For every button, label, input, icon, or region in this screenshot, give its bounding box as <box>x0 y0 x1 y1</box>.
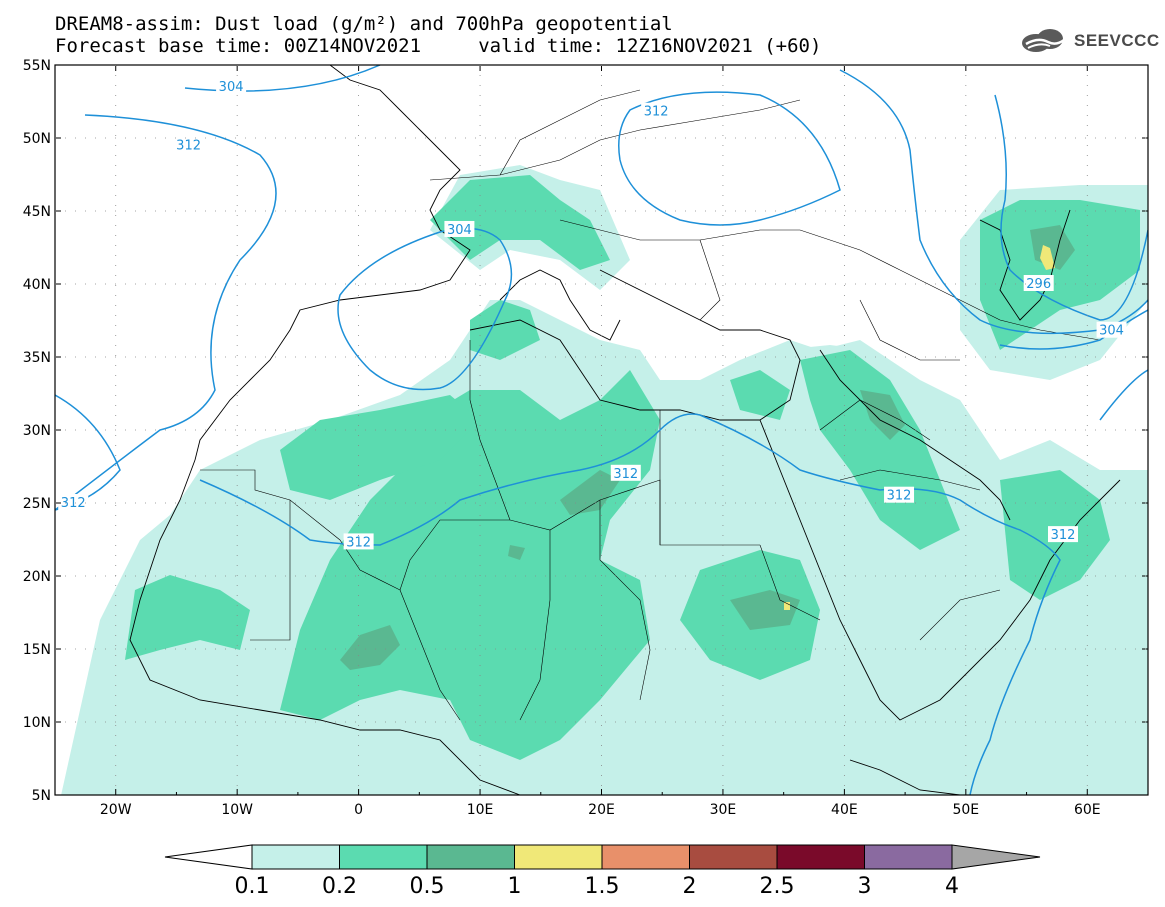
forecast-time-info: Forecast base time: 00Z14NOV2021 valid t… <box>55 35 822 57</box>
colorbar-label: 1 <box>508 874 522 899</box>
contour-label: 312 <box>644 105 669 120</box>
lat-label-20N: 20N <box>23 569 51 585</box>
contour-labels: 304 312 312 304 296 304 312 312 312 312 312 <box>58 77 1127 550</box>
map-area: 304 312 312 304 296 304 312 312 312 312 312 55N 50N… <box>23 58 1149 818</box>
colorbar-label: 4 <box>945 874 959 899</box>
contour-label: 312 <box>887 489 912 504</box>
colorbar-box <box>864 844 953 870</box>
colorbar-box <box>339 844 428 870</box>
contour-label: 296 <box>1026 277 1051 292</box>
contour-label: 304 <box>447 223 472 238</box>
contour-label-bg <box>173 136 204 153</box>
lat-label-50N: 50N <box>23 131 51 147</box>
longitude-labels: 20W 10W 0 10E 20E 30E 40E 50E 60E <box>100 802 1101 818</box>
colorbar-label: 0.5 <box>410 874 445 899</box>
country-borders <box>200 89 1101 721</box>
colorbar-min-arrow <box>164 844 253 870</box>
lon-label-0: 0 <box>354 802 363 818</box>
lon-label-10E: 10E <box>467 802 494 818</box>
contour-label-bg <box>58 494 89 510</box>
lon-label-30E: 30E <box>710 802 737 818</box>
contour-label-bg <box>610 464 641 481</box>
lat-label-55N: 55N <box>23 58 51 74</box>
lon-label-10W: 10W <box>221 802 253 818</box>
lon-label-40E: 40E <box>831 802 858 818</box>
lon-label-20E: 20E <box>588 802 615 818</box>
lat-label-15N: 15N <box>23 642 51 658</box>
colorbar-box <box>689 844 778 870</box>
lon-label-60E: 60E <box>1074 802 1101 818</box>
contour-label-bg <box>1096 321 1127 338</box>
colorbar-max-arrow <box>951 844 1041 870</box>
dust-shading-0-5 <box>340 225 1075 670</box>
contour-label: 312 <box>346 535 371 550</box>
cloud-icon <box>1022 29 1065 52</box>
colorbar-label: 1.5 <box>585 874 620 899</box>
colorbar-label: 2.5 <box>760 874 795 899</box>
lon-label-20W: 20W <box>100 802 132 818</box>
contour-label: 312 <box>1051 528 1076 543</box>
colorbar-boxes <box>251 844 953 870</box>
colorbar-labels: 0.1 0.2 0.5 1 1.5 2 2.5 3 4 <box>235 874 960 899</box>
colorbar-label: 0.2 <box>322 874 357 899</box>
lat-label-25N: 25N <box>23 496 51 512</box>
logo-text: SEEVCCC <box>1074 31 1160 50</box>
seevccc-logo: SEEVCCC <box>1018 28 1160 54</box>
lat-label-35N: 35N <box>23 350 51 366</box>
colorbar-label: 2 <box>683 874 697 899</box>
colorbar: 0.1 0.2 0.5 1 1.5 2 2.5 3 4 <box>164 844 1041 899</box>
colorbar-box <box>514 844 603 870</box>
contour-label: 304 <box>1099 324 1124 339</box>
colorbar-label: 3 <box>858 874 872 899</box>
colorbar-box <box>601 844 690 870</box>
colorbar-label: 0.1 <box>235 874 270 899</box>
lon-label-50E: 50E <box>952 802 979 818</box>
colorbar-box <box>251 844 340 870</box>
latitude-labels: 55N 50N 45N 40N 35N 30N 25N 20N 15N 10N 5N <box>23 58 51 804</box>
lat-label-5N: 5N <box>32 788 51 804</box>
lat-label-30N: 30N <box>23 423 51 439</box>
contour-label: 304 <box>219 80 244 95</box>
contour-label-bg <box>884 486 915 503</box>
contour-label-bg <box>343 533 374 550</box>
map-title: DREAM8-assim: Dust load (g/m²) and 700hP… <box>55 13 673 35</box>
contour-label-bg <box>216 77 247 94</box>
geopotential-contours <box>55 65 1148 795</box>
contour-label-bg <box>444 220 475 237</box>
contour-label: 312 <box>176 138 201 153</box>
lat-label-10N: 10N <box>23 715 51 731</box>
contour-label-bg <box>1023 275 1054 291</box>
contour-label: 312 <box>61 496 86 511</box>
colorbar-box <box>426 844 515 870</box>
contour-label: 312 <box>613 467 638 482</box>
colorbar-box <box>776 844 865 870</box>
lat-label-40N: 40N <box>23 277 51 293</box>
contour-label-bg <box>1047 526 1078 543</box>
lat-label-45N: 45N <box>23 204 51 220</box>
contour-label-bg <box>641 102 672 119</box>
axis-ticks <box>54 64 1149 796</box>
